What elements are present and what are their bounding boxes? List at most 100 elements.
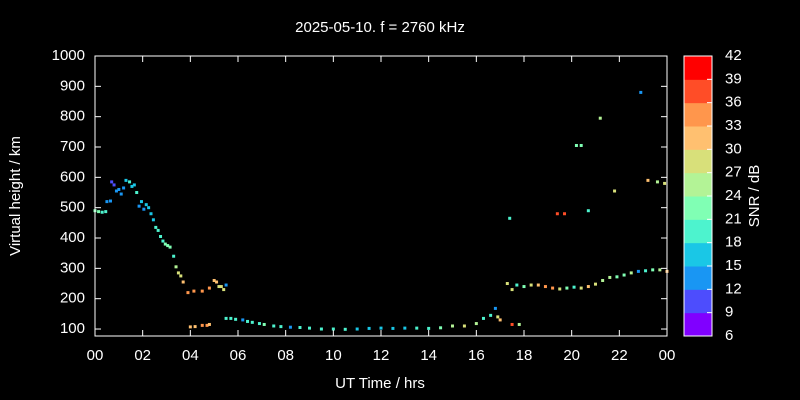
point bbox=[355, 327, 359, 331]
colorbar-band bbox=[684, 56, 712, 80]
y-tick-label: 500 bbox=[60, 199, 85, 216]
x-tick-label: 16 bbox=[468, 347, 485, 364]
point bbox=[176, 271, 180, 275]
point bbox=[207, 286, 211, 290]
x-tick-label: 08 bbox=[277, 347, 294, 364]
point bbox=[224, 283, 228, 287]
point bbox=[543, 285, 547, 289]
point bbox=[613, 189, 617, 193]
point bbox=[117, 187, 121, 191]
point bbox=[217, 285, 221, 289]
y-tick-label: 700 bbox=[60, 138, 85, 155]
point bbox=[100, 210, 104, 214]
point bbox=[622, 273, 626, 277]
point bbox=[174, 265, 178, 269]
point bbox=[172, 254, 176, 258]
point bbox=[212, 278, 216, 282]
point bbox=[331, 327, 335, 331]
point bbox=[219, 285, 223, 289]
point bbox=[142, 207, 146, 211]
point bbox=[536, 283, 540, 287]
point bbox=[246, 319, 250, 323]
y-tick-label: 100 bbox=[60, 320, 85, 337]
y-tick-label: 300 bbox=[60, 259, 85, 276]
colorbar-band bbox=[684, 102, 712, 127]
point bbox=[655, 180, 659, 184]
point bbox=[308, 326, 311, 330]
point bbox=[496, 315, 500, 319]
colorbar-tick-label: 18 bbox=[725, 234, 742, 251]
colorbar-band bbox=[684, 266, 712, 290]
x-tick-label: 22 bbox=[611, 347, 628, 364]
point bbox=[122, 186, 126, 190]
y-tick-label: 1000 bbox=[52, 47, 85, 64]
colorbar-tick-label: 27 bbox=[725, 164, 742, 181]
colorbar-band bbox=[684, 79, 712, 104]
point bbox=[128, 180, 132, 184]
point bbox=[181, 280, 185, 284]
point bbox=[179, 274, 183, 278]
point bbox=[489, 313, 493, 317]
point bbox=[151, 218, 155, 222]
point bbox=[615, 275, 619, 279]
point bbox=[97, 210, 101, 214]
point bbox=[474, 322, 478, 326]
colorbar-band bbox=[684, 172, 712, 197]
point bbox=[279, 325, 283, 329]
point bbox=[505, 282, 509, 286]
point bbox=[529, 283, 533, 287]
point bbox=[193, 325, 197, 329]
colorbar-tick-label: 30 bbox=[725, 140, 742, 157]
point bbox=[114, 189, 118, 193]
point bbox=[135, 191, 139, 195]
point bbox=[205, 323, 209, 327]
point bbox=[594, 282, 597, 286]
colorbar-tick-label: 24 bbox=[725, 187, 742, 204]
x-tick-label: 02 bbox=[134, 347, 151, 364]
point bbox=[636, 269, 640, 273]
point bbox=[598, 116, 602, 120]
point bbox=[224, 316, 228, 320]
point bbox=[574, 143, 578, 147]
point bbox=[272, 324, 276, 328]
point bbox=[119, 192, 123, 196]
point bbox=[367, 326, 371, 330]
point bbox=[186, 291, 190, 295]
point bbox=[601, 278, 605, 282]
point bbox=[498, 318, 502, 322]
point bbox=[462, 324, 466, 328]
x-tick-label: 04 bbox=[182, 347, 199, 364]
colorbar-tick-label: 39 bbox=[725, 70, 742, 87]
y-tick-label: 200 bbox=[60, 290, 85, 307]
x-tick-label: 00 bbox=[87, 347, 104, 364]
point bbox=[639, 90, 643, 94]
point bbox=[110, 180, 114, 184]
point bbox=[558, 287, 562, 291]
point bbox=[262, 322, 266, 326]
point bbox=[200, 323, 204, 327]
point bbox=[663, 181, 667, 185]
point bbox=[222, 288, 226, 292]
point bbox=[646, 178, 650, 182]
point bbox=[481, 316, 485, 320]
point bbox=[515, 283, 519, 287]
point bbox=[161, 239, 165, 243]
point bbox=[658, 268, 662, 272]
point bbox=[168, 245, 172, 249]
point bbox=[319, 327, 323, 331]
chart-title: 2025-05-10. f = 2760 kHz bbox=[295, 19, 465, 36]
point bbox=[629, 271, 633, 275]
point bbox=[517, 322, 521, 326]
point bbox=[510, 288, 514, 292]
colorbar-band bbox=[684, 196, 712, 220]
point bbox=[250, 320, 254, 324]
colorbar-tick-label: 21 bbox=[725, 210, 742, 227]
point bbox=[105, 200, 109, 204]
point bbox=[586, 285, 590, 289]
point bbox=[288, 325, 292, 329]
point bbox=[147, 206, 151, 210]
point bbox=[508, 216, 512, 220]
x-tick-label: 14 bbox=[420, 347, 437, 364]
